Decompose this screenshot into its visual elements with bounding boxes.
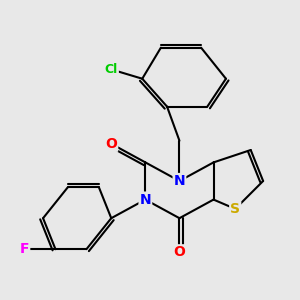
- Text: S: S: [230, 202, 240, 216]
- Text: O: O: [173, 245, 185, 259]
- Text: F: F: [20, 242, 29, 256]
- Text: N: N: [174, 174, 185, 188]
- Text: Cl: Cl: [105, 63, 118, 76]
- Text: O: O: [105, 137, 117, 151]
- Text: N: N: [140, 193, 151, 207]
